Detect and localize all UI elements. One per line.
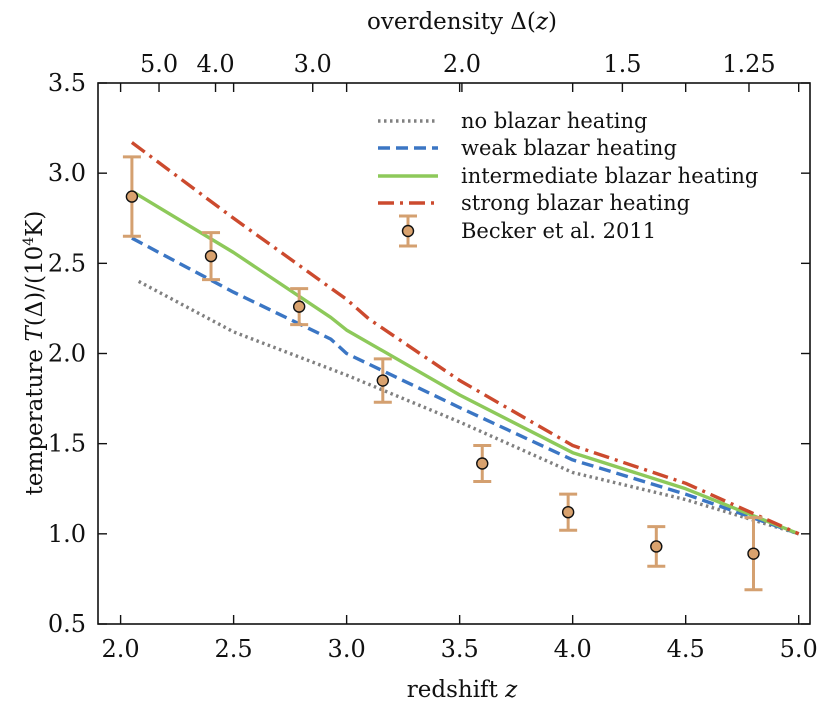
top-tick-label: 2.0 [443,50,481,78]
y-tick-label: 2.0 [48,340,86,368]
data-point [292,300,306,313]
legend-label: Becker et al. 2011 [461,219,656,243]
y-tick-label: 1.0 [48,520,86,548]
x-tick-label: 3.5 [441,635,479,663]
legend-label: no blazar heating [461,109,647,133]
data-point [125,190,139,203]
x-tick-label: 5.0 [780,635,818,663]
series-line-intermediate [131,189,800,536]
top-tick-label: 3.0 [294,50,332,78]
x-tick-label: 2.0 [102,635,140,663]
x-tick-label: 3.0 [328,635,366,663]
x-axis-title: redshift z [407,677,518,703]
data-point [476,457,489,470]
y-axis-title: temperature T(Δ)/(104K) [21,211,48,496]
data-point [747,547,760,560]
y-tick-label: 0.5 [48,610,86,638]
data-point [561,505,575,519]
x-tick-label: 4.5 [667,635,705,663]
legend-label: strong blazar heating [461,191,690,215]
data-point [204,249,218,263]
x-tick-label: 4.0 [554,635,592,663]
series-line-strong [130,141,800,536]
top-tick-label: 1.5 [603,50,641,78]
data-point [376,374,389,387]
y-tick-label: 2.5 [48,249,86,277]
top-tick-label: 4.0 [196,50,234,78]
series-line-weak [131,236,800,536]
data-point [650,540,663,553]
top-tick-label: 1.25 [722,50,775,78]
y-tick-label: 3.5 [48,69,86,97]
legend-point-marker [401,224,415,238]
legend-label: intermediate blazar heating [461,164,758,188]
y-tick-label: 1.5 [48,430,86,458]
top-axis-title: overdensity Δ(z) [367,9,557,35]
y-tick-label: 3.0 [48,159,86,187]
x-tick-label: 2.5 [215,635,253,663]
top-tick-label: 5.0 [140,50,178,78]
legend-label: weak blazar heating [461,136,677,160]
